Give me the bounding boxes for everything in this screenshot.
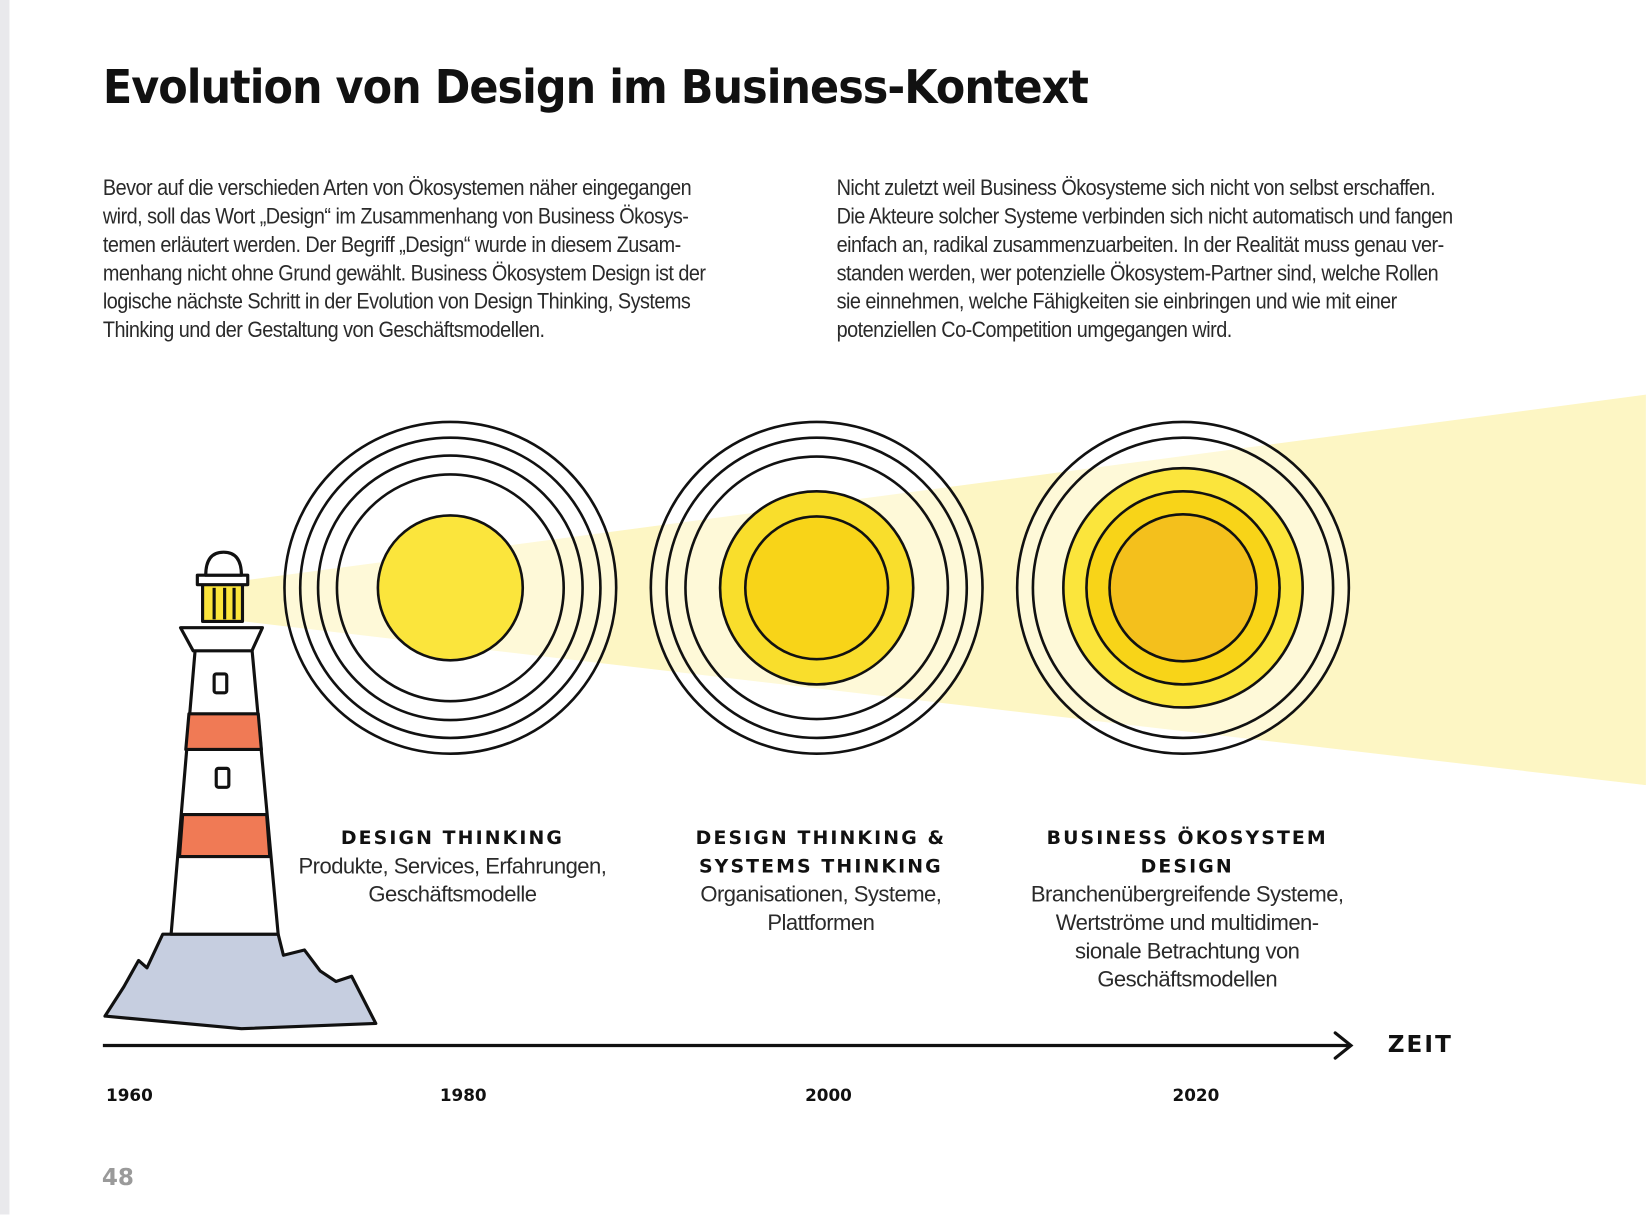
stage-caption-business-ecosystem: BUSINESS ÖKOSYSTEM DESIGN Branchenübergr… — [998, 824, 1376, 994]
stage-caption-design-thinking: DESIGN THINKING Produkte, Services, Erfa… — [263, 824, 641, 909]
text-line: Bevor auf die verschieden Arten von Ökos… — [102, 176, 692, 201]
stage-caption-systems-thinking: DESIGN THINKING & SYSTEMS THINKING Organ… — [632, 824, 1010, 937]
stage-description: Branchenübergreifende Systeme, — [1030, 882, 1344, 907]
axis-label: ZEIT — [1387, 1031, 1453, 1059]
text-line: Thinking und der Gestaltung von Geschäft… — [102, 318, 545, 343]
year-label: 1980 — [439, 1085, 487, 1106]
page-number: 48 — [101, 1165, 134, 1192]
stage-heading: DESIGN THINKING & — [695, 827, 947, 850]
text-line: menhang nicht ohne Grund gewählt. Busine… — [102, 261, 706, 286]
timeline-axis — [102, 1031, 1354, 1060]
text-line: potenziellen Co-Competition umgegangen w… — [836, 318, 1233, 343]
text-line: einfach an, radikal zusammenzuarbeiten. … — [836, 233, 1445, 258]
text-line: sie einnehmen, welche Fähigkeiten sie ei… — [836, 289, 1398, 314]
stage-description: Geschäftsmodellen — [1097, 967, 1278, 992]
circle-systems-thinking — [649, 420, 984, 755]
stage-description: Organisationen, Systeme, — [700, 882, 942, 907]
text-line: Die Akteure solcher Systeme verbinden si… — [836, 204, 1453, 229]
stage-heading: DESIGN — [1140, 855, 1234, 878]
text-line: Nicht zuletzt weil Business Ökosysteme s… — [836, 176, 1436, 201]
paragraph-right: Nicht zuletzt weil Business Ökosysteme s… — [837, 174, 1521, 344]
stage-description: Produkte, Services, Erfahrungen, — [298, 854, 607, 879]
page-title: Evolution von Design im Business-Kontext — [102, 60, 1089, 115]
year-label: 1960 — [106, 1085, 153, 1106]
circle-business-ecosystem-design — [1015, 420, 1351, 755]
year-label: 2020 — [1172, 1085, 1220, 1106]
lighthouse-icon — [103, 550, 378, 1031]
stage-heading: SYSTEMS THINKING — [698, 855, 943, 878]
stage-description: Wertströme und multidimen- — [1055, 911, 1319, 936]
stage-description: Geschäftsmodelle — [368, 882, 537, 907]
year-label: 2000 — [805, 1085, 852, 1106]
page-edge — [0, 0, 10, 1215]
text-line: wird, soll das Wort „Design“ im Zusammen… — [102, 204, 689, 229]
text-line: standen werden, wer potenzielle Ökosyste… — [836, 261, 1439, 286]
stage-heading: DESIGN THINKING — [340, 827, 565, 850]
stage-description: sionale Betrachtung von — [1074, 939, 1300, 964]
stage-description: Plattformen — [767, 911, 875, 936]
stage-heading: BUSINESS ÖKOSYSTEM — [1046, 827, 1328, 850]
circle-design-thinking — [283, 420, 618, 755]
paragraph-left: Bevor auf die verschieden Arten von Ökos… — [103, 174, 773, 344]
text-line: logische nächste Schritt in der Evolutio… — [102, 289, 691, 314]
text-line: temen erläutert werden. Der Begriff „Des… — [102, 233, 681, 258]
